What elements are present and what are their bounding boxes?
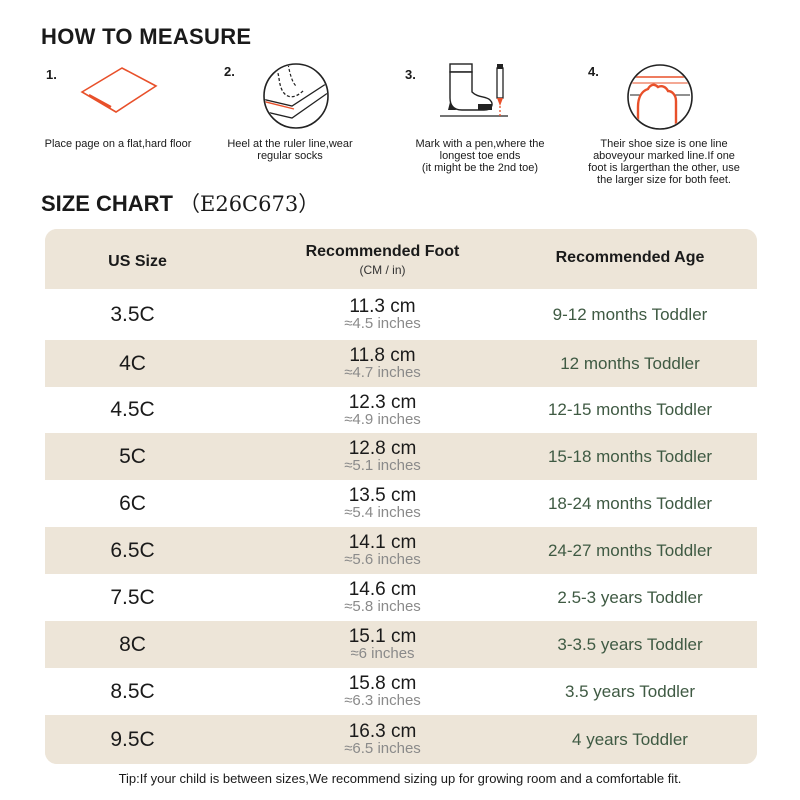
size-chart-title-text: SIZE CHART xyxy=(41,191,173,216)
step-text: Place page on a flat,hard floor xyxy=(44,138,192,150)
measure-steps: 1. Place page on a flat,hard floor 2. He… xyxy=(0,58,800,203)
foot-inches: ≈4.7 inches xyxy=(344,364,421,381)
foot-inches: ≈5.1 inches xyxy=(344,457,421,474)
foot-length-cell: 11.3 cm ≈4.5 inches xyxy=(220,289,545,340)
age-cell: 2.5-3 years Toddler xyxy=(557,587,703,607)
foot-inches: ≈6.3 inches xyxy=(344,692,421,709)
foot-cm: 15.8 cm xyxy=(348,673,417,694)
measure-title: HOW TO MEASURE xyxy=(41,24,252,49)
table-row: 6C 13.5 cm ≈5.4 inches 18-24 months Toddler xyxy=(45,480,757,527)
foot-length-cell: 11.8 cm ≈4.7 inches xyxy=(220,340,545,387)
foot-length-cell: 12.8 cm ≈5.1 inches xyxy=(220,433,545,480)
age-cell: 3-3.5 years Toddler xyxy=(557,634,703,654)
us-size-cell: 7.5C xyxy=(110,585,155,609)
foot-cm: 11.3 cm xyxy=(349,296,416,317)
foot-length-cell: 14.1 cm ≈5.6 inches xyxy=(220,527,545,574)
table-header: US Size Recommended Foot (CM / in) Recom… xyxy=(45,229,757,289)
size-table: US Size Recommended Foot (CM / in) Recom… xyxy=(45,229,757,764)
age-cell: 12-15 months Toddler xyxy=(547,400,713,419)
step-text: Heel at the ruler line,wear regular sock… xyxy=(227,138,353,162)
foot-inches: ≈6.5 inches xyxy=(344,740,421,757)
us-size-cell: 3.5C xyxy=(110,302,155,326)
us-size-cell: 5C xyxy=(119,444,146,468)
flat-page-icon xyxy=(80,67,158,113)
foot-length-cell: 12.3 cm ≈4.9 inches xyxy=(220,387,545,433)
foot-cm: 14.1 cm xyxy=(348,532,417,553)
tip-text: Tip:If your child is between sizes,We re… xyxy=(118,771,682,786)
foot-length-cell: 13.5 cm ≈5.4 inches xyxy=(220,480,545,527)
header-recommended-foot: Recommended Foot (CM / in) xyxy=(245,243,520,277)
us-size-cell: 6.5C xyxy=(110,538,155,562)
model-code: （E26C673） xyxy=(179,192,320,216)
header-us-size: US Size xyxy=(108,253,167,270)
age-cell: 15-18 months Toddler xyxy=(547,446,713,466)
foot-inches: ≈4.9 inches xyxy=(344,410,421,428)
table-row: 3.5C 11.3 cm ≈4.5 inches 9-12 months Toddle… xyxy=(45,289,757,340)
us-size-cell: 9.5C xyxy=(110,727,155,751)
foot-cm: 16.3 cm xyxy=(348,721,417,742)
table-row: 6.5C 14.1 cm ≈5.6 inches 24-27 months Toddl… xyxy=(45,527,757,574)
foot-cm: 11.8 cm xyxy=(349,345,416,366)
us-size-cell: 8C xyxy=(119,632,146,656)
table-row: 9.5C 16.3 cm ≈6.5 inches 4 years Toddler xyxy=(45,715,757,764)
foot-inches: ≈5.6 inches xyxy=(344,551,421,568)
foot-inches: ≈5.8 inches xyxy=(344,598,421,615)
step-number: 2. xyxy=(224,64,235,79)
step-number: 4. xyxy=(588,64,599,79)
step-number: 1. xyxy=(46,67,57,82)
foot-cm: 14.6 cm xyxy=(348,579,417,600)
age-cell: 9-12 months Toddler xyxy=(552,304,708,324)
foot-length-cell: 15.8 cm ≈6.3 inches xyxy=(220,668,545,715)
foot-inches: ≈5.4 inches xyxy=(344,504,421,521)
header-recommended-age: Recommended Age xyxy=(555,249,705,266)
us-size-cell: 8.5C xyxy=(110,679,155,703)
step-number: 3. xyxy=(405,67,416,82)
size-chart-title: SIZE CHART （E26C673） xyxy=(41,188,319,218)
foot-inches: ≈4.5 inches xyxy=(344,315,421,332)
sock-pen-icon xyxy=(440,63,508,118)
foot-cm: 15.1 cm xyxy=(348,626,417,647)
step-text: Their shoe size is one line aboveyour ma… xyxy=(588,138,740,186)
toe-line-icon xyxy=(627,64,693,130)
heel-ruler-icon xyxy=(263,63,329,129)
table-row: 5C 12.8 cm ≈5.1 inches 15-18 months Toddler xyxy=(45,433,757,480)
foot-inches: ≈6 inches xyxy=(350,645,415,662)
foot-cm: 13.5 cm xyxy=(348,485,417,506)
us-size-cell: 6C xyxy=(119,491,146,515)
table-row: 4.5C 12.3 cm ≈4.9 inches 12-15 months Toddl… xyxy=(45,387,757,433)
foot-cm: 12.8 cm xyxy=(348,438,417,459)
age-cell: 18-24 months Toddler xyxy=(547,493,713,513)
us-size-cell: 4.5C xyxy=(110,398,155,421)
header-foot-unit: (CM / in) xyxy=(359,263,406,277)
table-row: 8C 15.1 cm ≈6 inches 3-3.5 years Toddler xyxy=(45,621,757,668)
table-row: 8.5C 15.8 cm ≈6.3 inches 3.5 years Toddler xyxy=(45,668,757,715)
age-cell: 4 years Toddler xyxy=(572,729,688,749)
table-row: 7.5C 14.6 cm ≈5.8 inches 2.5-3 years Toddle… xyxy=(45,574,757,621)
header-foot-label: Recommended Foot xyxy=(305,243,460,260)
table-row: 4C 11.8 cm ≈4.7 inches 12 months Toddler xyxy=(45,340,757,387)
foot-cm: 12.3 cm xyxy=(348,391,417,413)
foot-length-cell: 14.6 cm ≈5.8 inches xyxy=(220,574,545,621)
age-cell: 12 months Toddler xyxy=(560,353,700,373)
step-text: Mark with a pen,where the longest toe en… xyxy=(415,138,545,174)
age-cell: 24-27 months Toddler xyxy=(547,540,713,560)
foot-length-cell: 15.1 cm ≈6 inches xyxy=(220,621,545,668)
foot-length-cell: 16.3 cm ≈6.5 inches xyxy=(220,715,545,764)
us-size-cell: 4C xyxy=(119,351,146,375)
age-cell: 3.5 years Toddler xyxy=(564,681,696,701)
